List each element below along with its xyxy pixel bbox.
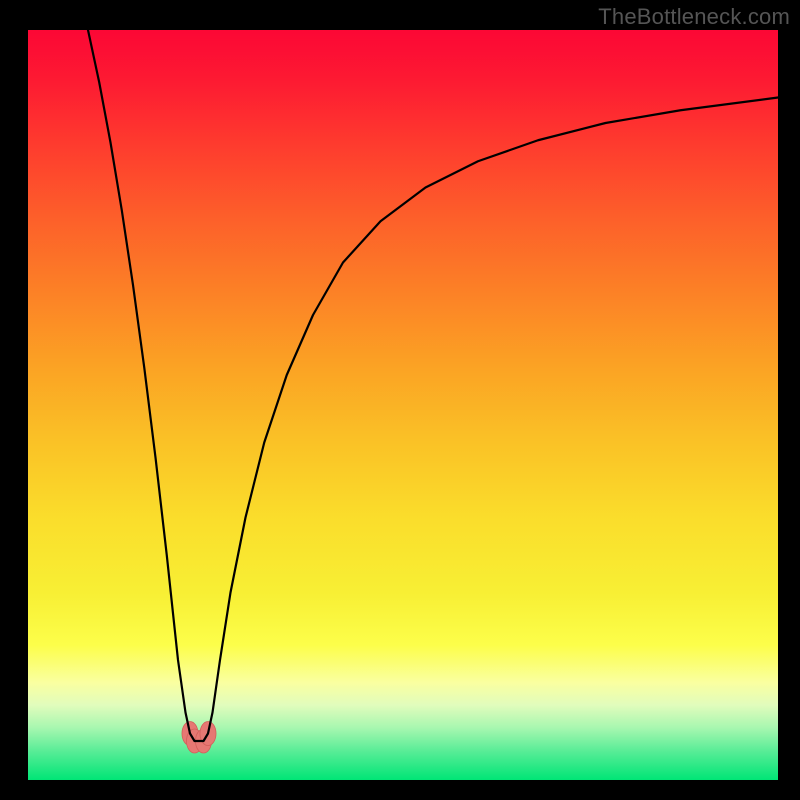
outer-frame: TheBottleneck.com [0, 0, 800, 800]
marker-group [182, 722, 216, 753]
bottleneck-curve [88, 30, 778, 741]
chart-svg [28, 30, 778, 780]
watermark-text: TheBottleneck.com [598, 4, 790, 30]
chart-plot-area [28, 30, 778, 780]
